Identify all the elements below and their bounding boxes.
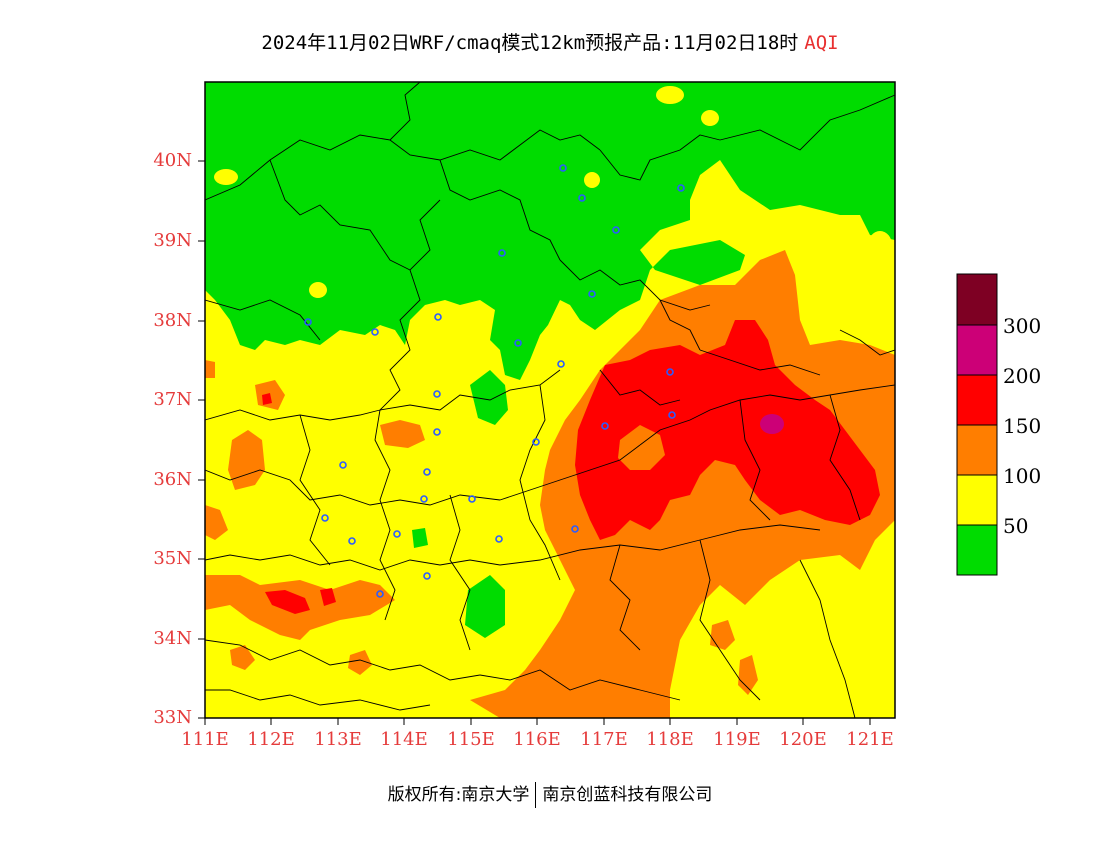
unhealthy-sensitive-patch (380, 420, 425, 448)
lon-tick-label: 112E (247, 729, 295, 750)
colorbar-label: 50 (1003, 514, 1029, 538)
lat-tick-label: 33N (153, 707, 192, 728)
lat-tick-label: 36N (153, 469, 192, 490)
lon-tick-label: 119E (713, 729, 761, 750)
lon-tick-label: 118E (646, 729, 694, 750)
lat-tick-label: 34N (153, 628, 192, 649)
good-aqi-region (205, 82, 895, 380)
moderate-aqi-patch (309, 282, 327, 298)
copyright-company: 南京创蓝科技有限公司 (542, 785, 713, 805)
good-aqi-patch (465, 575, 505, 638)
title-text: 2024年11月02日WRF/cmaq模式12km预报产品:11月02日18时 (261, 32, 799, 54)
unhealthy-sensitive-patch (738, 655, 758, 695)
variable-label: AQI (804, 32, 839, 54)
lon-tick-label: 117E (580, 729, 628, 750)
lon-tick-label: 120E (779, 729, 827, 750)
copyright-footer: 版权所有:南京大学 南京创蓝科技有限公司 (0, 780, 1100, 808)
unhealthy-sensitive-patch (348, 650, 372, 675)
lon-tick-label: 115E (447, 729, 495, 750)
lon-tick-label: 116E (513, 729, 561, 750)
unhealthy-sensitive-patch (228, 430, 265, 490)
moderate-aqi-patch (584, 172, 600, 188)
moderate-aqi-patch (701, 110, 719, 126)
colorbar-very-unhealthy (956, 324, 998, 376)
unhealthy-sensitive-patch (205, 360, 215, 378)
colorbar-moderate (956, 474, 998, 526)
map-title: 2024年11月02日WRF/cmaq模式12km预报产品:11月02日18时 A… (0, 28, 1100, 55)
lat-tick-label: 39N (153, 230, 192, 251)
lon-tick-label: 114E (380, 729, 428, 750)
monitoring-stations (304, 164, 685, 598)
copyright-owner: 版权所有:南京大学 (387, 785, 530, 805)
unhealthy-sensitive-patch (618, 425, 665, 470)
administrative-boundaries (205, 82, 895, 718)
colorbar-good (956, 524, 998, 576)
colorbar-label: 300 (1003, 314, 1042, 338)
moderate-aqi-patch (656, 86, 684, 104)
unhealthy-patch (262, 393, 272, 405)
moderate-aqi-patch (868, 231, 892, 259)
lon-tick-label: 111E (181, 729, 229, 750)
lat-tick-label: 37N (153, 389, 192, 410)
lat-tick-label: 38N (153, 310, 192, 331)
axis-tick-marks (198, 160, 871, 725)
footer-divider (535, 782, 537, 808)
unhealthy-sensitive-patch (710, 620, 735, 650)
map-plot-area (205, 82, 895, 718)
unhealthy-patch (320, 588, 336, 606)
lon-tick-label: 121E (846, 729, 894, 750)
unhealthy-sensitive-patch (230, 645, 255, 670)
lon-tick-label: 113E (314, 729, 362, 750)
good-aqi-patch (470, 370, 508, 425)
unhealthy-sensitive-patch (880, 375, 895, 400)
colorbar (956, 273, 998, 576)
unhealthy-region (575, 320, 880, 540)
colorbar-label: 150 (1003, 414, 1042, 438)
moderate-aqi-patch (214, 169, 238, 185)
unhealthy-sensitive-patch (205, 505, 228, 540)
colorbar-unhealthy-sensitive (956, 424, 998, 476)
colorbar-label: 200 (1003, 364, 1042, 388)
colorbar-unhealthy (956, 374, 998, 426)
colorbar-hazardous (956, 273, 998, 326)
unhealthy-patch (265, 590, 310, 614)
very-unhealthy-hotspot (760, 414, 784, 434)
good-aqi-patch (412, 528, 428, 548)
lat-tick-label: 40N (153, 150, 192, 171)
lat-tick-label: 35N (153, 548, 192, 569)
colorbar-label: 100 (1003, 464, 1042, 488)
